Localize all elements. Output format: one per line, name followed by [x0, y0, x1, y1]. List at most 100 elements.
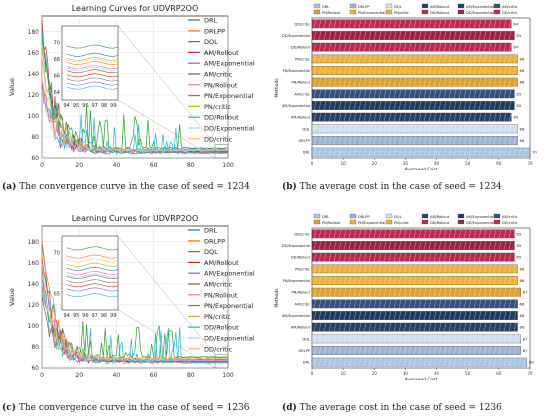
bar-hatch — [458, 322, 462, 332]
bar-hatch — [328, 334, 332, 344]
bar-hatch — [393, 19, 397, 29]
x-tick-label: 0 — [40, 372, 44, 379]
x-tick-label: 60 — [496, 161, 502, 166]
bar-hatch — [368, 264, 372, 274]
bar-hatch — [493, 287, 497, 297]
bar-dd-rollout — [311, 252, 515, 262]
inset-y-tick-label: 65 — [54, 292, 60, 298]
bar-hatch — [413, 89, 417, 99]
inset-series-line — [66, 65, 119, 70]
bar-hatch — [513, 77, 517, 87]
bar-hatch — [418, 241, 422, 250]
bar-hatch — [313, 66, 317, 75]
bar-hatch — [403, 264, 407, 274]
bar-hatch — [328, 276, 332, 285]
bar-value-label: 65 — [516, 91, 521, 96]
bar-hatch — [513, 54, 517, 64]
bar-hatch — [468, 31, 472, 40]
bar-hatch — [418, 89, 422, 99]
bar-hatch — [333, 357, 337, 367]
bar-hatch — [498, 311, 502, 320]
bar-hatch — [483, 19, 487, 29]
inset-series-line — [66, 44, 119, 49]
bar-hatch — [358, 77, 362, 87]
bar-value-label: 67 — [523, 290, 528, 295]
bar-hatch — [388, 147, 392, 157]
bar-value-label: 67 — [523, 336, 528, 341]
zoom-connector — [117, 99, 216, 159]
bar-hatch — [368, 101, 372, 110]
legend-label: DD/Rollout — [430, 221, 450, 225]
bar-hatch — [458, 77, 462, 87]
bar-hatch — [453, 19, 457, 29]
bar-hatch — [498, 136, 502, 145]
y-tick-label: AM/Exponential — [282, 104, 310, 108]
bar-hatch — [343, 299, 347, 309]
bar-hatch — [408, 264, 412, 274]
bar-hatch — [328, 241, 332, 250]
bar-hatch — [353, 77, 357, 87]
bar-hatch — [438, 147, 442, 157]
bar-hatch — [493, 136, 497, 145]
bar-hatch — [473, 42, 477, 52]
bar-hatch — [453, 322, 457, 332]
bar-hatch — [438, 252, 442, 262]
bar-hatch — [468, 346, 472, 355]
y-axis-label: Methods — [274, 78, 280, 98]
bar-am-critic — [311, 89, 515, 99]
legend-swatch — [385, 213, 393, 219]
bar-hatch — [468, 66, 472, 75]
bar-hatch — [498, 229, 502, 239]
bar-hatch — [403, 147, 407, 157]
bar-hatch — [423, 241, 427, 250]
bar-hatch — [333, 264, 337, 274]
bar-hatch — [388, 66, 392, 75]
x-tick-label: 0 — [311, 371, 314, 376]
bar-hatch — [503, 322, 507, 332]
bar-hatch — [398, 31, 402, 40]
bar-hatch — [503, 147, 507, 157]
bar-hatch — [448, 19, 452, 29]
bar-hatch — [373, 357, 377, 367]
bar-hatch — [453, 54, 457, 64]
bar-hatch — [338, 322, 342, 332]
x-tick-label: 60 — [150, 162, 158, 169]
bar-hatch — [483, 287, 487, 297]
bar-hatch — [353, 147, 357, 157]
bar-hatch — [493, 299, 497, 309]
bar-hatch — [318, 42, 322, 52]
bar-hatch — [423, 112, 427, 122]
caption-a: (a) The convergence curve in the case of… — [2, 182, 250, 192]
bar-hatch — [333, 241, 337, 250]
bar-hatch — [413, 264, 417, 274]
bar-hatch — [413, 322, 417, 332]
inset-plot-area — [61, 25, 119, 101]
bar-value-label: 70 — [532, 150, 537, 155]
bar-hatch — [358, 252, 362, 262]
legend-label: DRLPP — [204, 27, 225, 35]
bar-hatch — [463, 66, 467, 75]
legend-label: DD/critic — [502, 11, 518, 15]
bar-hatch — [498, 346, 502, 355]
bar-hatch — [368, 287, 372, 297]
bar-hatch — [368, 54, 372, 64]
bar-hatch — [363, 66, 367, 75]
legend-label: DD/critic — [502, 221, 518, 225]
inset-series-line — [66, 66, 119, 71]
inset-series-line — [66, 254, 119, 259]
bar-hatch — [408, 42, 412, 52]
bar-hatch — [418, 229, 422, 239]
bar-hatch — [358, 124, 362, 134]
legend-label: DD/Exponential — [466, 11, 494, 15]
bar-hatch — [508, 276, 512, 285]
bar-hatch — [488, 264, 492, 274]
bar-hatch — [403, 42, 407, 52]
bar-hatch — [333, 299, 337, 309]
bar-hatch — [443, 357, 447, 367]
bar-hatch — [458, 229, 462, 239]
bar-hatch — [313, 252, 317, 262]
bar-hatch — [383, 77, 387, 87]
bar-hatch — [438, 19, 442, 29]
legend-label: DD/critic — [204, 345, 233, 353]
bar-hatch — [523, 357, 527, 367]
